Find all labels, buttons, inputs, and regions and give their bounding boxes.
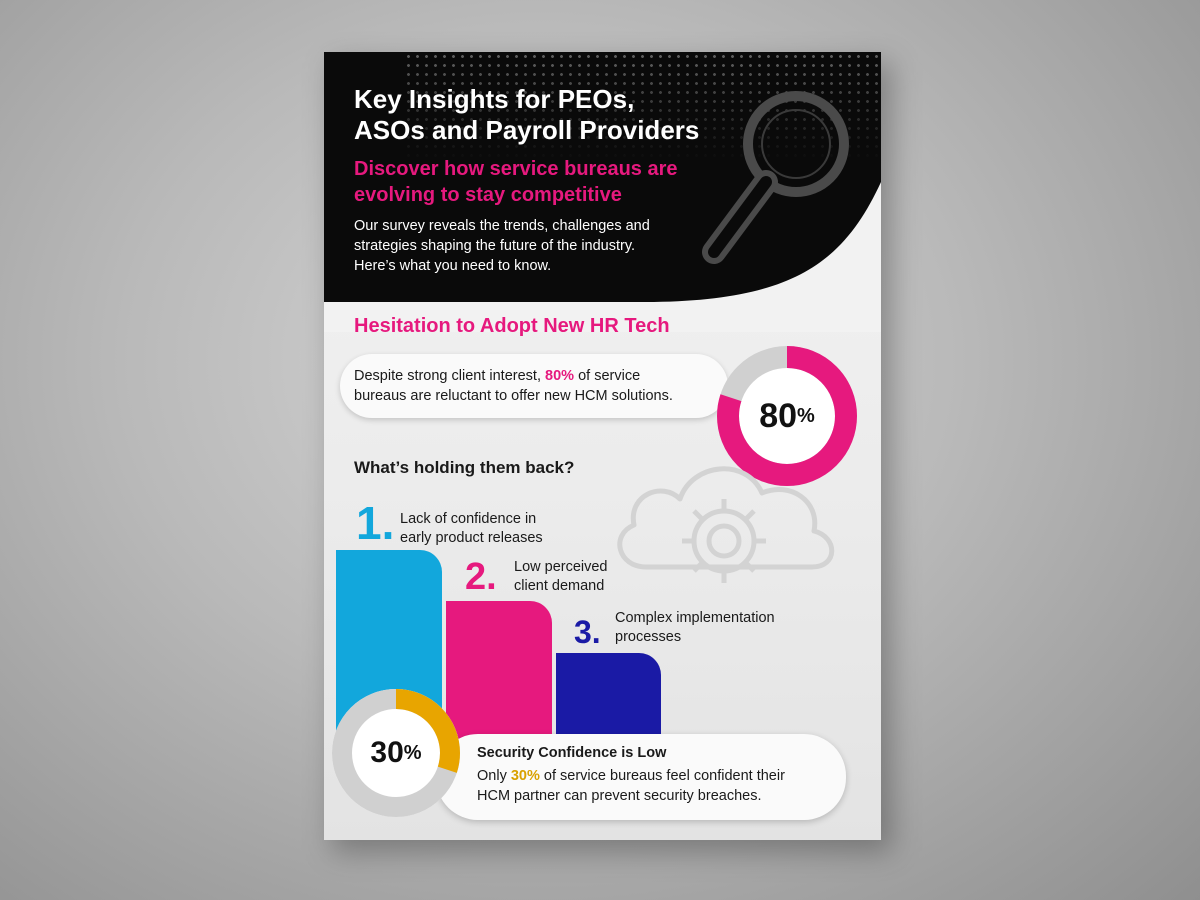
security-title: Security Confidence is Low xyxy=(477,745,667,761)
cloud-gear-icon xyxy=(617,466,835,583)
magnifier-icon xyxy=(702,91,849,264)
security-text-start: Only xyxy=(477,768,507,784)
security-callout: Security Confidence is Low Only 30% of s… xyxy=(436,734,846,820)
reason-2-line2: client demand xyxy=(514,578,605,594)
reason-3-line2: processes xyxy=(615,629,682,645)
hero-subtitle-line1: Discover how service bureaus are xyxy=(354,158,678,180)
flyer-page: Key Insights for PEOs, ASOs and Payroll … xyxy=(324,52,881,840)
donut-30-svg xyxy=(332,689,460,817)
donut-80-chart: 80% xyxy=(714,343,860,489)
donut-80-number: 80 xyxy=(759,396,798,435)
reason-1-text: Lack of confidence in early product rele… xyxy=(400,510,590,548)
hero-intro-line3: Here’s what you need to know. xyxy=(354,258,552,274)
hero-intro: Our survey reveals the trends, challenge… xyxy=(354,216,699,276)
hero-intro-line1: Our survey reveals the trends, challenge… xyxy=(354,218,650,234)
hesitation-highlight: 80% xyxy=(545,368,575,384)
halftone-dots xyxy=(404,52,881,162)
hesitation-title: Hesitation to Adopt New HR Tech xyxy=(354,315,670,337)
donut-80-svg xyxy=(717,346,857,486)
reason-3-rank: 3. xyxy=(574,614,601,650)
hesitation-callout: Despite strong client interest, 80% of s… xyxy=(340,354,728,418)
security-text-line2: HCM partner can prevent security breache… xyxy=(477,788,762,804)
donut-30-center xyxy=(353,710,439,796)
reason-3-text: Complex implementation processes xyxy=(615,609,825,647)
reason-1-line1: Lack of confidence in xyxy=(400,511,537,527)
donut-80-center xyxy=(740,369,834,463)
hero-subtitle: Discover how service bureaus are evolvin… xyxy=(354,156,734,208)
reason-2-rank: 2. xyxy=(465,556,497,598)
reason-1-rank: 1. xyxy=(356,497,395,549)
donut-30-label: 30% xyxy=(329,686,463,820)
reason-2-text: Low perceived client demand xyxy=(514,558,664,596)
holding-back-question: What’s holding them back? xyxy=(354,458,575,477)
hero-title-line2: ASOs and Payroll Providers xyxy=(354,115,700,145)
hero-wave-divider xyxy=(324,182,881,332)
hesitation-text-line2: bureaus are reluctant to offer new HCM s… xyxy=(354,388,673,404)
donut-30-percent-sign: % xyxy=(403,741,422,764)
security-text: Only 30% of service bureaus feel confide… xyxy=(477,766,827,806)
donut-80-arc xyxy=(717,346,857,486)
reason-2-line1: Low perceived xyxy=(514,559,608,575)
donut-80-percent-sign: % xyxy=(797,404,815,427)
reason-2-bar xyxy=(446,601,552,751)
reason-1-line2: early product releases xyxy=(400,530,543,546)
hero-title-line1: Key Insights for PEOs, xyxy=(354,84,635,114)
hero-intro-line2: strategies shaping the future of the ind… xyxy=(354,238,636,254)
donut-30-chart: 30% xyxy=(329,686,463,820)
reason-3-line1: Complex implementation xyxy=(615,610,775,626)
security-highlight: 30% xyxy=(510,768,540,784)
security-text-end: of service bureaus feel confident their xyxy=(543,768,785,784)
hero-subtitle-line2: evolving to stay competitive xyxy=(354,184,622,206)
hesitation-text-end: of service xyxy=(578,368,641,384)
hesitation-text-start: Despite strong client interest, xyxy=(354,368,541,384)
donut-30-number: 30 xyxy=(370,736,404,769)
donut-80-label: 80% xyxy=(714,343,860,489)
hero-banner: Key Insights for PEOs, ASOs and Payroll … xyxy=(324,52,881,302)
hero-title: Key Insights for PEOs, ASOs and Payroll … xyxy=(354,84,754,146)
donut-30-arc xyxy=(332,689,460,817)
